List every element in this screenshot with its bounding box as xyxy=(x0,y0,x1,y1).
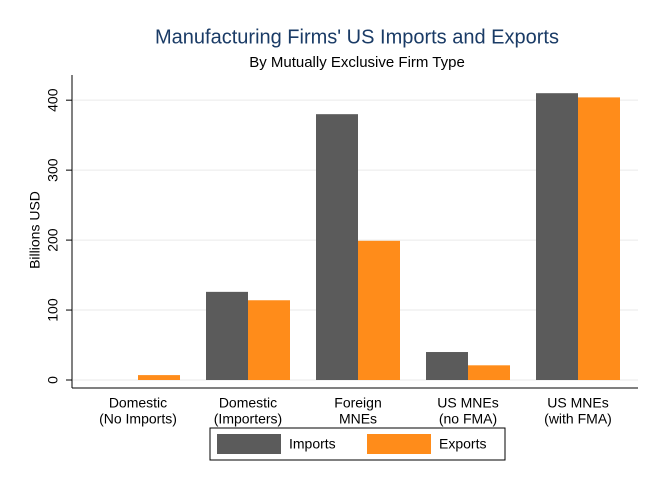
y-tick-label: 0 xyxy=(45,376,61,384)
x-tick-label: (no FMA) xyxy=(439,411,497,427)
y-tick-label: 400 xyxy=(45,88,61,112)
bar xyxy=(248,300,290,380)
x-tick-label: US MNEs xyxy=(547,395,608,411)
y-tick-label: 200 xyxy=(45,228,61,252)
legend-swatch xyxy=(217,434,281,454)
x-tick-label: US MNEs xyxy=(437,395,498,411)
chart-subtitle: By Mutually Exclusive Firm Type xyxy=(249,54,465,71)
x-tick-label: (No Imports) xyxy=(99,411,177,427)
legend-swatch xyxy=(367,434,431,454)
x-tick-label: MNEs xyxy=(339,411,377,427)
x-tick-label: Foreign xyxy=(334,395,381,411)
y-tick-label: 100 xyxy=(45,298,61,322)
bar xyxy=(426,352,468,380)
x-tick-label: Domestic xyxy=(219,395,277,411)
bar xyxy=(316,114,358,380)
y-tick-label: 300 xyxy=(45,158,61,182)
x-tick-label: (Importers) xyxy=(214,411,282,427)
x-tick-label: Domestic xyxy=(109,395,167,411)
chart-title: Manufacturing Firms' US Imports and Expo… xyxy=(155,26,559,48)
bar xyxy=(468,365,510,380)
bar xyxy=(578,97,620,381)
y-axis-label: Billions USD xyxy=(27,191,43,269)
x-tick-label: (with FMA) xyxy=(544,411,612,427)
bar xyxy=(206,291,248,380)
bar xyxy=(358,240,400,380)
legend-label: Imports xyxy=(289,436,336,452)
bar xyxy=(138,375,180,380)
legend-label: Exports xyxy=(439,436,486,452)
bar xyxy=(536,93,578,380)
